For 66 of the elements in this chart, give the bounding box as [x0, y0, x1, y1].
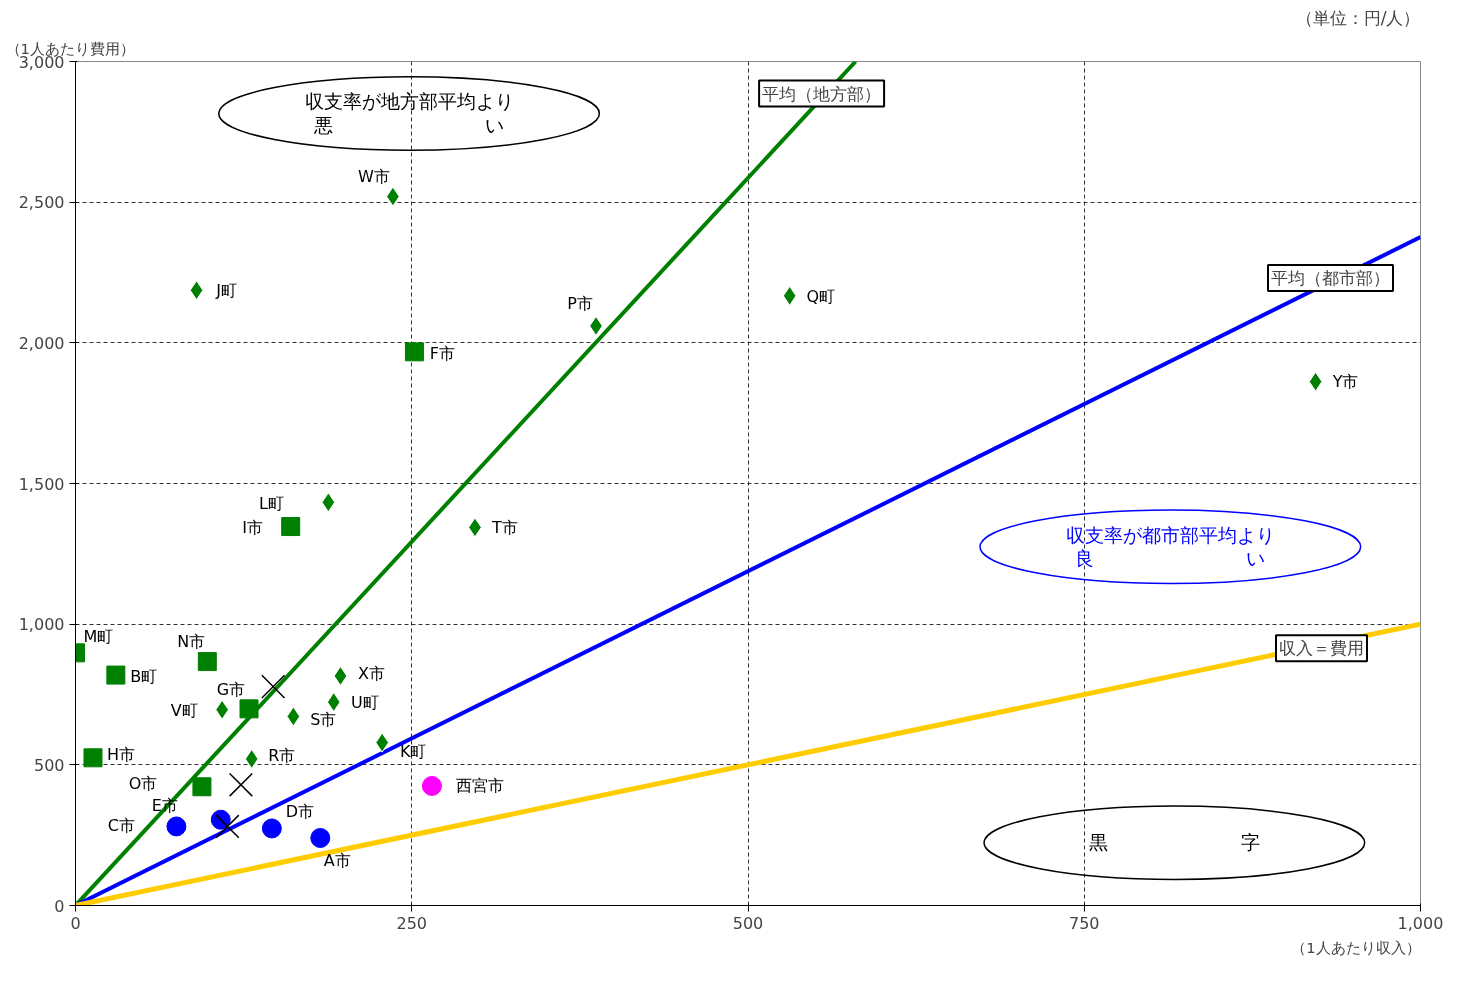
- annotation: L町: [258, 493, 284, 513]
- annotation: O市: [128, 774, 158, 794]
- annotation: 収支率が地方部平均より悪 い: [304, 91, 514, 136]
- annotation: 収支率が都市部平均より良 い: [1065, 524, 1275, 569]
- point: [189, 280, 204, 301]
- point: [404, 342, 424, 362]
- point: [326, 692, 341, 713]
- y-tick-label: 1,500: [18, 474, 65, 494]
- y-tick-label: 1,000: [18, 615, 65, 635]
- point: [333, 665, 348, 686]
- point: [166, 816, 187, 837]
- annotation: C市: [107, 815, 135, 835]
- annotation: U町: [350, 692, 379, 712]
- point: [261, 674, 286, 699]
- point: [83, 748, 103, 768]
- annotation: Q町: [806, 287, 835, 307]
- x-tick-label: 1,000: [1397, 913, 1444, 933]
- series-label: 平均（地方部）: [762, 83, 882, 104]
- point: [261, 818, 282, 839]
- point: [244, 748, 259, 769]
- annotation: D市: [285, 801, 315, 821]
- point: [321, 492, 336, 513]
- annotation: I市: [242, 518, 264, 538]
- x-tick-label: 500: [732, 913, 764, 933]
- series-label: 収入＝費用: [1279, 638, 1364, 659]
- y-tick-label: 500: [33, 755, 65, 775]
- annotation: J町: [215, 280, 237, 300]
- point: [239, 699, 259, 719]
- text: （単位：円/人）: [1295, 7, 1421, 28]
- x-tick-label: 250: [396, 913, 428, 933]
- annotation: 黒 字: [1088, 832, 1260, 854]
- annotation: H市: [106, 745, 135, 765]
- annotation: S市: [310, 709, 337, 729]
- y-tick-label: 2,000: [18, 333, 65, 353]
- annotation: G市: [216, 680, 246, 700]
- x-tick-label: 0: [70, 913, 81, 933]
- point: [228, 772, 253, 797]
- series-label: 平均（都市部）: [1271, 268, 1390, 289]
- point: [192, 777, 212, 797]
- point: [215, 814, 240, 839]
- point: [782, 285, 797, 306]
- annotation: N市: [177, 632, 206, 652]
- annotation: X市: [357, 664, 385, 684]
- annotation: 西宮市: [455, 776, 504, 796]
- annotation: T市: [491, 517, 518, 537]
- point: [281, 517, 301, 537]
- annotation: B町: [130, 666, 158, 686]
- point: [106, 665, 126, 685]
- y-tick-label: 0: [54, 896, 65, 916]
- point: [197, 652, 217, 672]
- x-tick-label: 750: [1068, 913, 1100, 933]
- point: [421, 775, 442, 796]
- annotation: R市: [268, 746, 296, 766]
- annotation: K町: [399, 742, 427, 762]
- annotation: W市: [358, 167, 390, 187]
- annotation: Y市: [1331, 372, 1359, 392]
- annotation: A市: [323, 851, 351, 871]
- annotation: M町: [83, 627, 114, 647]
- point: [310, 828, 331, 848]
- point: [286, 706, 301, 727]
- annotation: V町: [170, 701, 198, 721]
- annotation: P市: [567, 294, 593, 314]
- y-tick-label: 2,500: [18, 193, 65, 213]
- x-axis-title: （1人あたり収入）: [1291, 938, 1421, 956]
- point: [1308, 371, 1323, 392]
- annotation: F市: [429, 344, 456, 364]
